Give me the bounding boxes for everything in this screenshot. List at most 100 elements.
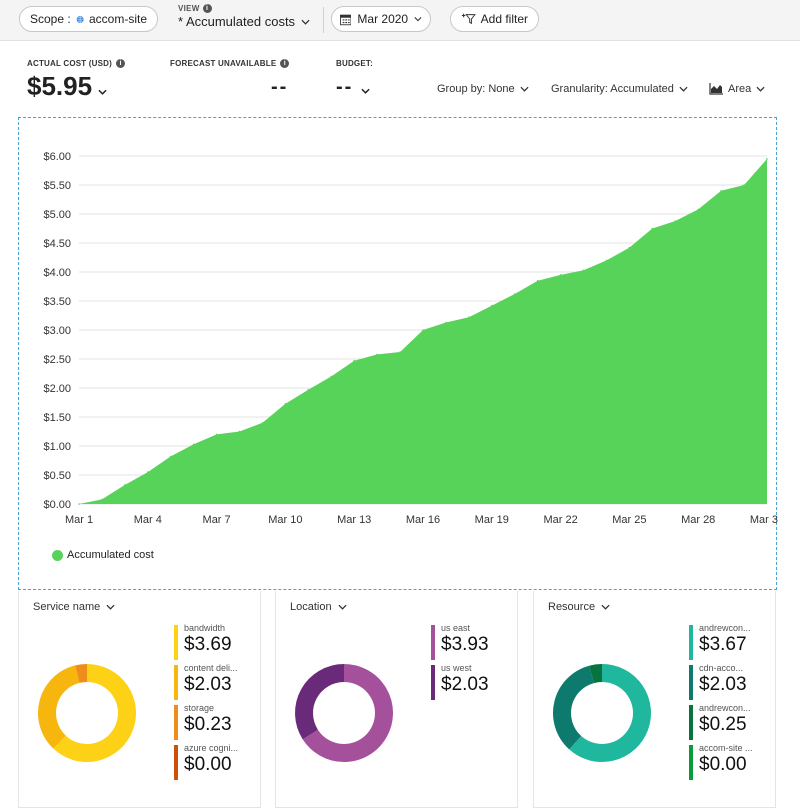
data-point[interactable] [192, 443, 195, 446]
donut-segment[interactable] [38, 665, 81, 749]
data-point[interactable] [169, 455, 172, 458]
legend-item-value: $3.67 [699, 634, 747, 655]
legend-item[interactable]: storage $0.23 [174, 703, 264, 743]
y-tick-label: $3.50 [43, 296, 71, 308]
actual-cost-dropdown[interactable]: $5.95 [27, 71, 125, 102]
data-point[interactable] [674, 220, 677, 222]
data-point[interactable] [101, 498, 103, 501]
data-point[interactable] [238, 430, 241, 433]
chevron-down-icon [601, 604, 610, 610]
forecast-kpi: FORECAST UNAVAILABLE i -- [170, 59, 290, 99]
y-tick-label: $5.50 [43, 180, 71, 192]
scope-label: Scope : [30, 12, 71, 26]
legend-item[interactable]: cdn-acco... $2.03 [689, 663, 779, 703]
card-title: Service name [33, 601, 101, 613]
donut-segment[interactable] [553, 665, 595, 750]
budget-dropdown[interactable]: -- [336, 76, 373, 99]
data-point[interactable] [605, 259, 608, 262]
data-point[interactable] [536, 279, 539, 282]
cost-summary: ACTUAL COST (USD) i $5.95 FORECAST UNAVA… [0, 41, 800, 116]
legend-item[interactable]: azure cogni... $0.00 [174, 743, 264, 783]
legend-item-name: accom-site ... [699, 743, 753, 753]
legend-item[interactable]: bandwidth $3.69 [174, 623, 264, 663]
data-point[interactable] [353, 359, 356, 362]
chart-type-dropdown[interactable]: Area [709, 83, 765, 95]
resource-dropdown[interactable]: Resource [548, 601, 610, 613]
service-name-dropdown[interactable]: Service name [33, 601, 115, 613]
chevron-down-icon [361, 88, 370, 94]
data-point[interactable] [697, 208, 699, 211]
data-point[interactable] [147, 471, 149, 473]
chevron-down-icon [414, 17, 422, 22]
chart-legend[interactable]: Accumulated cost [52, 549, 154, 561]
legend-item-name: storage [184, 703, 215, 713]
legend-color-bar [174, 665, 178, 700]
info-icon: i [116, 59, 126, 68]
data-point[interactable] [468, 316, 470, 318]
group-by-dropdown[interactable]: Group by: None [437, 83, 529, 95]
location-dropdown[interactable]: Location [290, 601, 347, 613]
donut-segment[interactable] [569, 664, 651, 762]
legend-item[interactable]: andrewcon... $0.25 [689, 703, 779, 743]
data-point[interactable] [124, 484, 126, 486]
data-point[interactable] [261, 422, 264, 424]
globe-icon [76, 15, 84, 23]
donut-segment[interactable] [53, 664, 136, 762]
legend-color-bar [689, 625, 693, 660]
data-point[interactable] [284, 402, 287, 405]
actual-cost-kpi: ACTUAL COST (USD) i $5.95 [27, 59, 126, 102]
legend-item-name: us east [441, 623, 471, 633]
data-point[interactable] [491, 304, 493, 307]
location-card: Location us east $3.93 us west $2.03 [275, 591, 518, 808]
legend-item[interactable]: us west $2.03 [431, 663, 521, 703]
donut-chart [38, 663, 136, 762]
chart-type-label: Area [728, 83, 752, 95]
donut-segment[interactable] [295, 664, 345, 740]
data-point[interactable] [399, 351, 401, 353]
legend-item[interactable]: content deli... $2.03 [174, 663, 264, 703]
x-tick-label: Mar 25 [612, 514, 646, 526]
donut-segment[interactable] [75, 663, 88, 683]
data-point[interactable] [215, 433, 218, 436]
legend-item-name: andrewcon... [699, 703, 751, 713]
donut-segment[interactable] [589, 664, 603, 684]
granularity-dropdown[interactable]: Granularity: Accumulated [551, 83, 688, 95]
legend-item[interactable]: andrewcon... $3.67 [689, 623, 779, 663]
legend-item[interactable]: us east $3.93 [431, 623, 521, 663]
data-point[interactable] [78, 503, 80, 505]
data-point[interactable] [307, 388, 310, 391]
y-tick-label: $2.00 [43, 383, 71, 395]
chevron-down-icon [756, 86, 765, 92]
donut-segment[interactable] [302, 664, 393, 762]
info-icon: i [202, 4, 212, 13]
view-label: VIEW [178, 4, 200, 13]
series-area-accumulated-cost[interactable] [79, 158, 767, 504]
data-point[interactable] [445, 321, 447, 324]
chevron-down-icon [520, 86, 529, 92]
y-tick-label: $1.50 [43, 412, 71, 424]
view-selector[interactable]: VIEW i * Accumulated costs [178, 4, 310, 29]
card-legend: andrewcon... $3.67 cdn-acco... $2.03 andrewc… [689, 623, 779, 783]
x-tick-label: Mar 28 [681, 514, 715, 526]
add-filter-label: Add filter [480, 12, 528, 26]
data-point[interactable] [651, 227, 654, 230]
legend-color-bar [689, 745, 693, 780]
data-point[interactable] [720, 190, 722, 192]
data-point[interactable] [559, 274, 562, 276]
data-point[interactable] [513, 293, 516, 295]
data-point[interactable] [743, 184, 745, 186]
data-point[interactable] [582, 269, 585, 272]
date-range-picker[interactable]: Mar 2020 [331, 6, 431, 32]
scope-selector[interactable]: Scope : accom-site [19, 6, 158, 32]
info-icon: i [280, 59, 290, 68]
legend-item[interactable]: accom-site ... $0.00 [689, 743, 779, 783]
add-filter-button[interactable]: Add filter [450, 6, 539, 32]
data-point[interactable] [422, 329, 424, 331]
legend-color-bar [689, 705, 693, 740]
data-point[interactable] [766, 158, 768, 160]
area-chart-icon [709, 83, 723, 95]
y-tick-label: $0.00 [43, 499, 71, 511]
data-point[interactable] [376, 353, 378, 356]
data-point[interactable] [330, 375, 333, 378]
data-point[interactable] [628, 246, 631, 249]
